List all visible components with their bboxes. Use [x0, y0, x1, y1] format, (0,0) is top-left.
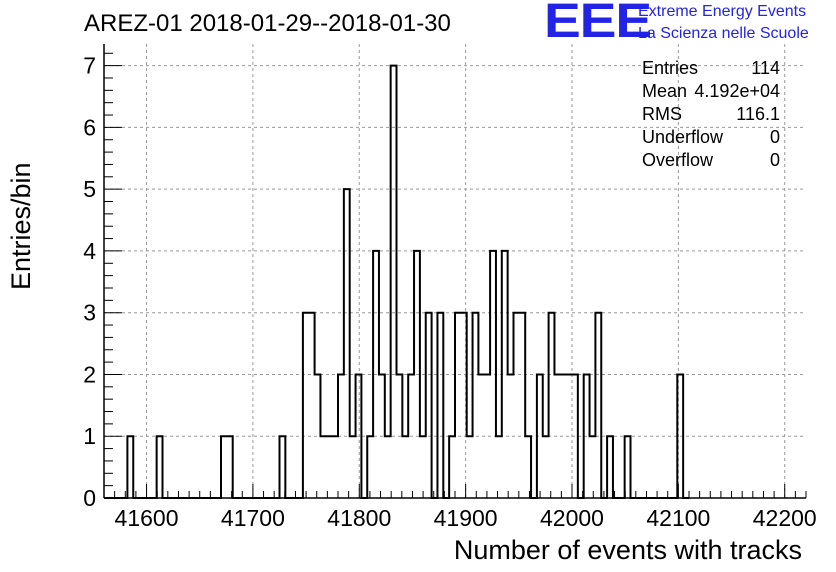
y-tick-label: 1 [83, 423, 96, 449]
eee-logo: EEE [544, 0, 652, 48]
stat-value: 0 [769, 127, 780, 147]
stat-label: RMS [642, 104, 682, 124]
y-tick-label: 0 [83, 485, 96, 511]
y-tick-label: 7 [83, 53, 96, 79]
stat-label: Entries [642, 58, 699, 78]
stat-row-underflow: Underflow 0 [640, 127, 782, 150]
stat-value: 0 [769, 150, 780, 170]
y-tick-label: 4 [83, 238, 96, 264]
x-tick-label: 42100 [646, 505, 710, 531]
stat-row-overflow: Overflow 0 [640, 150, 782, 173]
branding-line-1: Extreme Energy Events [638, 3, 807, 20]
histogram-outline [104, 64, 689, 499]
chart-title: AREZ-01 2018-01-29--2018-01-30 [84, 10, 451, 37]
x-tick-label: 41600 [115, 505, 179, 531]
x-tick-label: 41800 [327, 505, 391, 531]
x-tick-label: 41900 [434, 505, 498, 531]
x-axis-ticks: 41600 41700 41800 41900 42000 42100 42200 [103, 484, 817, 531]
x-tick-label: 42000 [540, 505, 604, 531]
stat-label: Underflow [642, 127, 724, 147]
stat-label: Mean [642, 81, 688, 101]
stat-row-entries: Entries 114 [640, 58, 782, 81]
x-axis-label: Number of events with tracks [453, 535, 802, 565]
stat-value: 4.192e+04 [694, 81, 780, 101]
x-tick-label: 41700 [221, 505, 285, 531]
y-axis-ticks: 0 1 2 3 4 5 6 7 [83, 53, 122, 511]
branding-line-2: La Scienza nelle Scuole [638, 25, 809, 42]
y-tick-label: 2 [83, 361, 96, 387]
stat-value: 116.1 [736, 104, 780, 124]
stat-row-rms: RMS 116.1 [640, 104, 782, 127]
stat-row-mean: Mean 4.192e+04 [640, 81, 782, 104]
y-tick-label: 3 [83, 300, 96, 326]
stat-label: Overflow [642, 150, 714, 170]
y-tick-label: 5 [83, 176, 96, 202]
stats-box: Entries 114 Mean 4.192e+04 RMS 116.1 Und… [640, 58, 782, 173]
x-tick-label: 42200 [753, 505, 817, 531]
stat-value: 114 [751, 58, 780, 78]
y-tick-label: 6 [83, 114, 96, 140]
